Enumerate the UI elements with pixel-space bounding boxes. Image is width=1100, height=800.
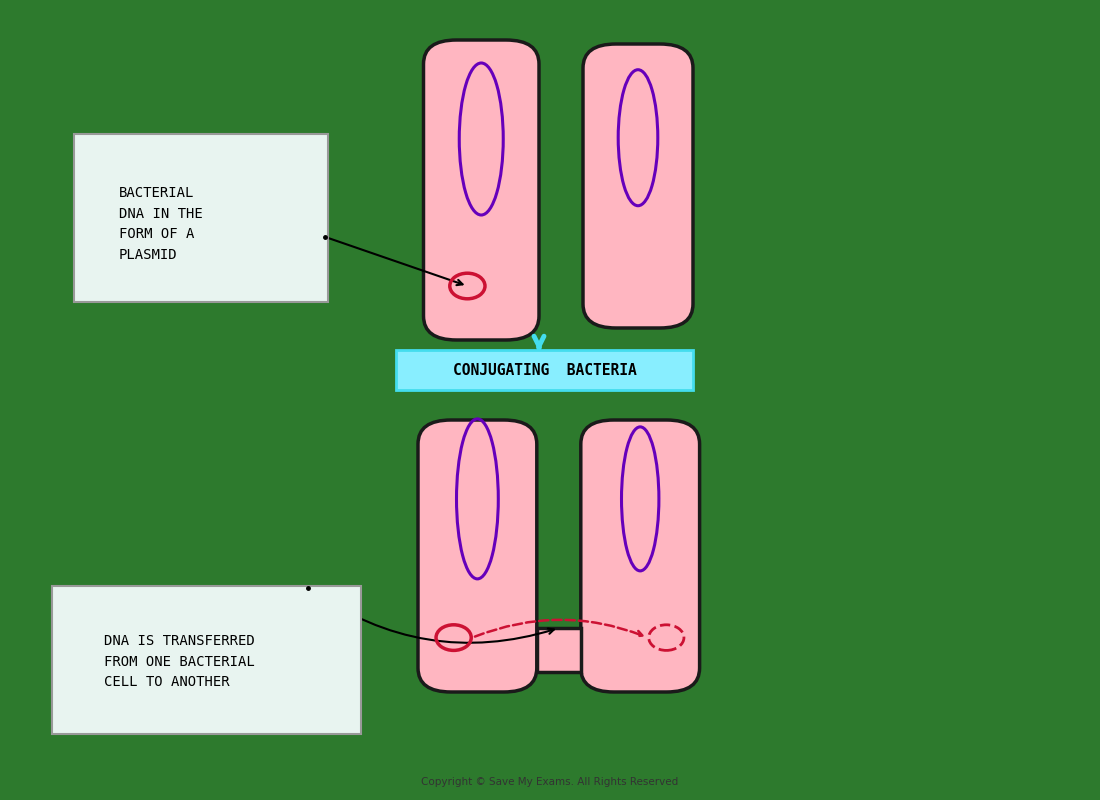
FancyBboxPatch shape (418, 420, 537, 692)
FancyBboxPatch shape (424, 40, 539, 340)
Text: CONJUGATING  BACTERIA: CONJUGATING BACTERIA (452, 363, 637, 378)
FancyBboxPatch shape (396, 350, 693, 390)
FancyBboxPatch shape (52, 586, 361, 734)
Text: Copyright © Save My Exams. All Rights Reserved: Copyright © Save My Exams. All Rights Re… (421, 778, 679, 787)
Text: DNA IS TRANSFERRED
FROM ONE BACTERIAL
CELL TO ANOTHER: DNA IS TRANSFERRED FROM ONE BACTERIAL CE… (104, 634, 255, 690)
FancyBboxPatch shape (583, 44, 693, 328)
Bar (537, 628, 581, 672)
Text: BACTERIAL
DNA IN THE
FORM OF A
PLASMID: BACTERIAL DNA IN THE FORM OF A PLASMID (119, 186, 202, 262)
FancyBboxPatch shape (74, 134, 328, 302)
FancyBboxPatch shape (581, 420, 700, 692)
